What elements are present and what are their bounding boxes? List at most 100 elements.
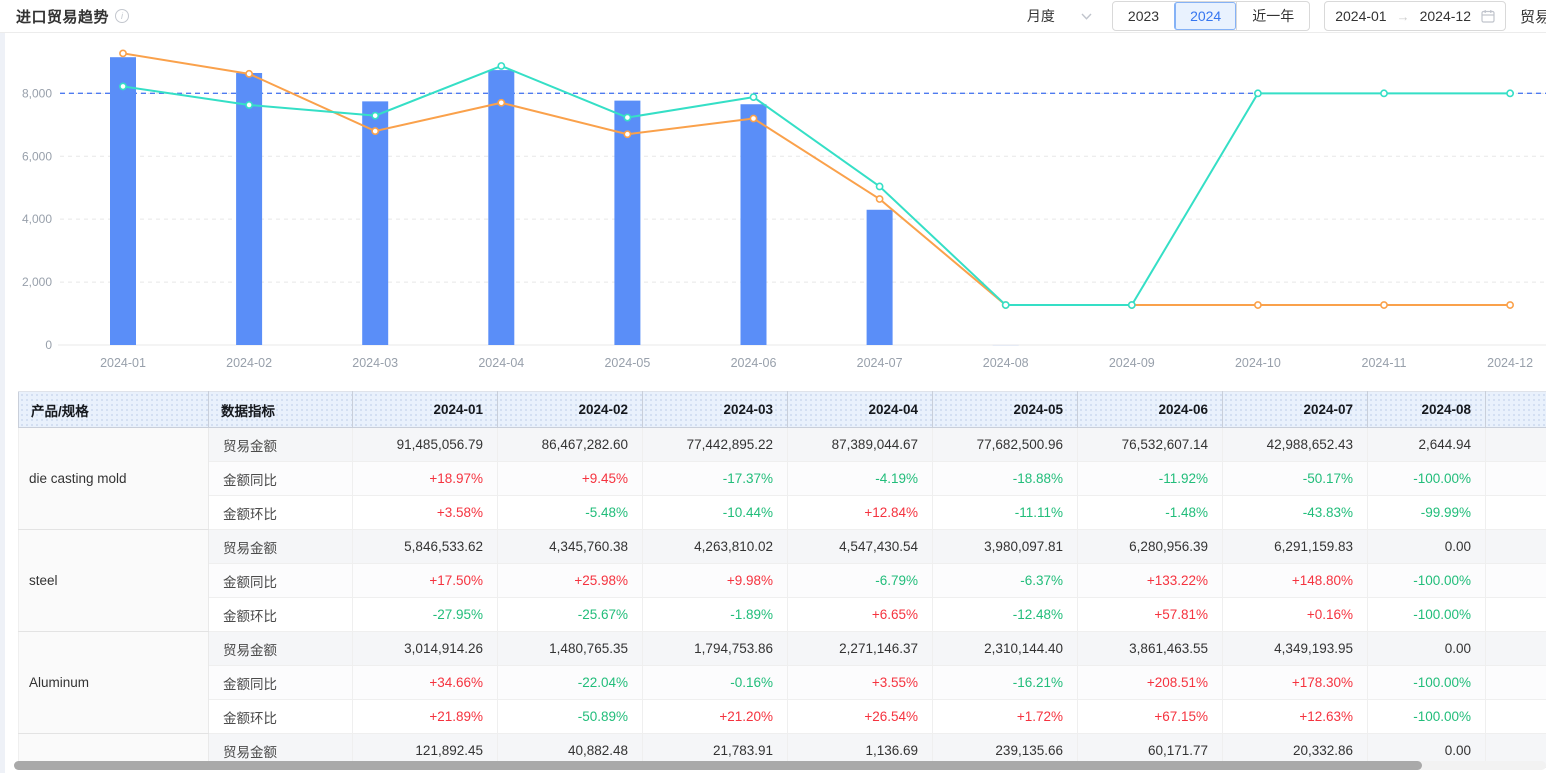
value-cell: 4,349,193.95 (1222, 631, 1368, 666)
x-axis-tick-label: 2024-12 (1487, 356, 1533, 370)
value-cell: 2,271,146.37 (787, 631, 933, 666)
metric-label-cell: 贸易金额 (208, 529, 353, 564)
value-cell: +178.30% (1222, 665, 1368, 700)
value-cell: -1.48% (1077, 495, 1223, 530)
col-header-product: 产品/规格 (18, 391, 209, 428)
value-cell: -11.92% (1077, 461, 1223, 496)
line-orange-point (1254, 301, 1262, 309)
value-cell: -27.95% (352, 597, 498, 632)
empty-trailing-cell (1485, 665, 1546, 700)
line-teal (122, 64, 1512, 307)
value-cell: +0.16% (1222, 597, 1368, 632)
metric-label-cell: 贸易金额 (208, 631, 353, 666)
info-icon[interactable]: i (115, 9, 130, 23)
line-teal-point (1506, 89, 1514, 98)
y-axis-tick-label: 6,000 (22, 149, 52, 163)
line-orange-point (749, 114, 758, 123)
product-name-cell: die casting mold (18, 427, 209, 530)
col-header-metric: 数据指标 (208, 391, 353, 428)
period-select[interactable]: 月度 (1021, 2, 1098, 30)
value-cell: -100.00% (1367, 563, 1486, 598)
value-cell: +6.65% (787, 597, 933, 632)
value-cell: 4,547,430.54 (787, 529, 933, 564)
table-row: 金额同比 +18.97% +9.45% -17.37% -4.19% -18.88% -11… (19, 461, 1546, 496)
value-cell: -22.04% (497, 665, 643, 700)
x-axis-tick-label: 2024-08 (983, 356, 1029, 370)
col-header-2024-01: 2024-01 (352, 391, 498, 428)
calendar-icon (1481, 10, 1495, 23)
value-cell: +21.20% (642, 699, 788, 734)
value-cell: 6,291,159.83 (1222, 529, 1368, 564)
line-orange-point (371, 127, 380, 135)
value-cell: -6.79% (787, 563, 933, 598)
recent-year-button[interactable]: 近一年 (1236, 2, 1310, 30)
value-cell: 86,467,282.60 (497, 427, 643, 462)
value-cell: +17.50% (352, 563, 498, 598)
value-cell: 77,442,895.22 (642, 427, 788, 462)
empty-trailing-cell (1485, 597, 1546, 632)
metric-label-cell: 金额环比 (208, 597, 353, 632)
bar-2024-07 (866, 209, 893, 345)
x-axis-tick-label: 2024-04 (478, 356, 524, 370)
chevron-down-icon (1081, 13, 1092, 20)
y-axis-tick-label: 0 (45, 338, 52, 352)
value-cell: 1,480,765.35 (497, 631, 643, 666)
trade-type-label-partial: 贸易 (1520, 8, 1546, 26)
value-cell: -43.83% (1222, 495, 1368, 530)
bar-2024-01 (110, 57, 136, 346)
table-row: 金额环比 -27.95% -25.67% -1.89% +6.65% -12.48% +57… (19, 597, 1546, 632)
value-cell: 4,263,810.02 (642, 529, 788, 564)
value-cell: 0.00 (1367, 631, 1486, 666)
trade-data-table: 产品/规格 数据指标 2024-01 2024-02 2024-03 2024-04 202… (18, 391, 1546, 768)
bar-2024-05 (614, 100, 641, 346)
date-range-end[interactable]: 2024-12 (1419, 8, 1471, 24)
horizontal-scrollbar-track[interactable] (14, 761, 1546, 770)
value-cell: -4.19% (787, 461, 933, 496)
year-button-2023[interactable]: 2023 (1112, 2, 1175, 30)
left-edge-strip (0, 33, 5, 773)
value-cell: 6,280,956.39 (1077, 529, 1223, 564)
col-header-2024-07: 2024-07 (1222, 391, 1368, 428)
x-axis-tick-label: 2024-01 (100, 356, 146, 370)
horizontal-scrollbar-thumb[interactable] (14, 761, 1422, 770)
year-button-2024[interactable]: 2024 (1174, 2, 1237, 30)
x-axis-tick-label: 2024-07 (857, 356, 903, 370)
line-teal-point (1254, 89, 1262, 98)
line-orange-point (245, 69, 253, 78)
value-cell: 76,532,607.14 (1077, 427, 1223, 462)
line-orange-point (1506, 301, 1514, 309)
line-orange-point (1380, 301, 1388, 309)
y-axis-tick-label: 2,000 (22, 275, 52, 289)
col-header-2024-04: 2024-04 (787, 391, 933, 428)
line-teal-point (371, 111, 380, 120)
x-axis-tick-label: 2024-02 (226, 356, 272, 370)
value-cell: -11.11% (932, 495, 1078, 530)
date-range-picker[interactable]: 2024-01 → 2024-12 (1324, 1, 1506, 31)
chart-controls: 月度 2023 2024 近一年 2024-01 → 2024-12 贸易 (1021, 1, 1546, 31)
table-row: die casting mold 贸易金额 91,485,056.79 86,467,… (18, 427, 1546, 530)
value-cell: +9.98% (642, 563, 788, 598)
empty-trailing-cell (1485, 495, 1546, 530)
value-cell: +12.63% (1222, 699, 1368, 734)
col-header-2024-03: 2024-03 (642, 391, 788, 428)
col-header-2024-08: 2024-08 (1367, 391, 1486, 428)
value-cell: +18.97% (352, 461, 498, 496)
line-teal-point (497, 62, 506, 70)
value-cell: 91,485,056.79 (352, 427, 498, 462)
metric-label-cell: 贸易金额 (208, 427, 353, 462)
empty-trailing-cell (1485, 563, 1546, 598)
value-cell: +26.54% (787, 699, 933, 734)
value-cell: -100.00% (1367, 699, 1486, 734)
y-axis-tick-label: 4,000 (22, 212, 52, 226)
value-cell: 77,682,500.96 (932, 427, 1078, 462)
line-teal-point (1380, 89, 1388, 98)
value-cell: -6.37% (932, 563, 1078, 598)
value-cell: -1.89% (642, 597, 788, 632)
line-teal-point (245, 101, 253, 109)
line-teal-point (623, 113, 632, 122)
period-select-value: 月度 (1026, 8, 1055, 24)
line-orange-point (875, 195, 884, 203)
line-orange (122, 52, 1512, 307)
empty-trailing-cell (1485, 529, 1546, 564)
date-range-start[interactable]: 2024-01 (1335, 8, 1387, 24)
